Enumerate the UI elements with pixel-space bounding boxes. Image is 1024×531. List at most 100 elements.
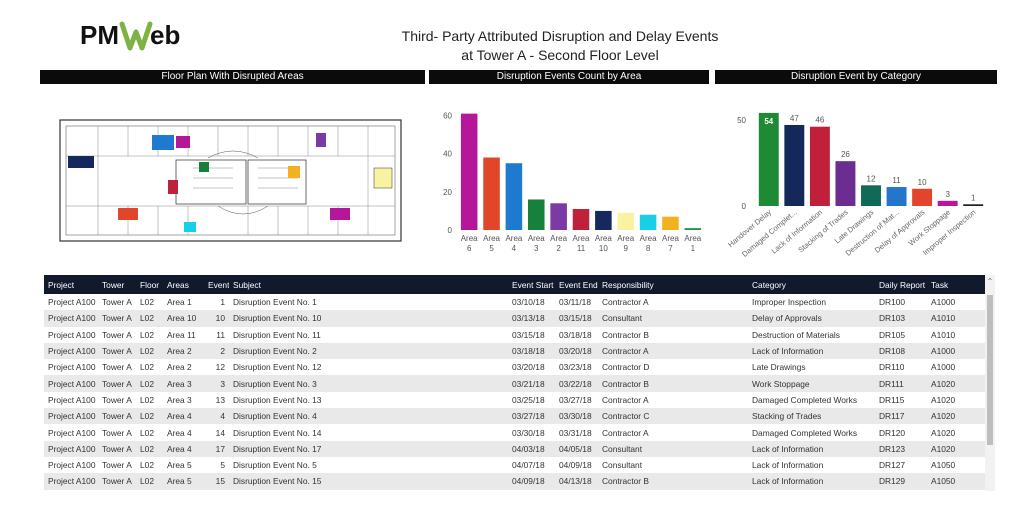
- table-row[interactable]: Project A100 Tower A L02 Area 10 10 Disruptio…: [44, 310, 985, 327]
- events-by-area-chart[interactable]: 0204060Area6Area5Area4Area3Area2Area11Ar…: [428, 100, 712, 265]
- x-tick-label: Area: [595, 234, 612, 243]
- table-cell: Tower A: [102, 313, 132, 324]
- table-cell: Area 4: [167, 427, 192, 438]
- col-header-daily-report[interactable]: Daily Report: [879, 279, 926, 290]
- table-cell: DR129: [879, 476, 906, 487]
- x-tick-label: Area: [617, 234, 634, 243]
- bar-category: [963, 204, 984, 206]
- report-title-line2: at Tower A - Second Floor Level: [461, 47, 659, 63]
- table-row[interactable]: Project A100 Tower A L02 Area 3 13 Disruption…: [44, 391, 985, 409]
- table-row[interactable]: Project A100 Tower A L02 Area 4 14 Disruption…: [44, 424, 985, 441]
- report-title-line1: Third- Party Attributed Disruption and D…: [401, 28, 719, 44]
- table-row[interactable]: Project A100 Tower A L02 Area 5 5 Disruption …: [44, 456, 985, 474]
- y-tick-label: 0: [742, 202, 747, 211]
- area-highlight-purple: [316, 133, 326, 147]
- x-tick-label: 11: [577, 244, 586, 253]
- table-cell: A1050: [931, 476, 956, 487]
- pmweb-logo: PM eb: [80, 20, 180, 51]
- table-cell: 03/15/18: [559, 313, 592, 324]
- table-cell: DR111: [879, 378, 904, 389]
- table-cell: Project A100: [48, 297, 96, 308]
- report-title: Third- Party Attributed Disruption and D…: [380, 27, 740, 65]
- table-cell: 17: [215, 443, 225, 454]
- x-tick-label: 2: [556, 244, 561, 253]
- table-row[interactable]: Project A100 Tower A L02 Area 4 17 Disruption…: [44, 440, 985, 457]
- table-cell: 04/09/18: [559, 460, 592, 471]
- table-cell: Area 3: [167, 378, 192, 389]
- table-cell: 03/25/18: [512, 394, 545, 405]
- table-cell: Area 5: [167, 460, 192, 471]
- table-cell: Area 4: [167, 443, 192, 454]
- data-label: 1: [971, 193, 976, 202]
- floor-plan-header: Floor Plan With Disrupted Areas: [40, 70, 425, 84]
- table-cell: Area 10: [167, 313, 197, 324]
- bar-category: [912, 188, 933, 206]
- table-row[interactable]: Project A100 Tower A L02 Area 1 1 Disruption …: [44, 294, 985, 311]
- floor-plan-image[interactable]: [58, 118, 403, 243]
- bar-area-8: [639, 214, 657, 230]
- table-row[interactable]: Project A100 Tower A L02 Area 2 2 Disruption …: [44, 342, 985, 360]
- bar-category: [809, 126, 830, 206]
- table-cell: 04/13/18: [559, 476, 592, 487]
- col-header-tower[interactable]: Tower: [102, 279, 125, 290]
- scroll-thumb[interactable]: [987, 295, 993, 445]
- col-header-responsibility[interactable]: Responsibility: [602, 279, 654, 290]
- x-tick-label: 4: [512, 244, 517, 253]
- col-header-task[interactable]: Task: [931, 279, 949, 290]
- table-header-row: Project Tower Floor Areas Event Subject …: [44, 275, 985, 294]
- table-cell: A1020: [931, 427, 956, 438]
- table-cell: DR110: [879, 362, 905, 373]
- x-tick-label: Area: [640, 234, 657, 243]
- scroll-up-icon[interactable]: ⌃: [986, 277, 994, 286]
- table-row[interactable]: Project A100 Tower A L02 Area 2 12 Disruption…: [44, 359, 985, 376]
- table-cell: Project A100: [48, 394, 96, 405]
- col-header-category[interactable]: Category: [752, 279, 786, 290]
- area-highlight-magenta: [176, 136, 190, 148]
- x-tick-label: 3: [534, 244, 539, 253]
- table-cell: 03/30/18: [559, 411, 592, 422]
- col-header-event-end[interactable]: Event End: [559, 279, 598, 290]
- data-label: 26: [841, 150, 850, 159]
- y-tick-label: 20: [443, 188, 452, 197]
- table-cell: Area 3: [167, 394, 192, 405]
- table-cell: 03/15/18: [512, 329, 545, 340]
- col-header-areas[interactable]: Areas: [167, 279, 189, 290]
- table-cell: Stacking of Trades: [752, 411, 822, 422]
- table-cell: 03/13/18: [512, 313, 545, 324]
- table-cell: Lack of Information: [752, 460, 824, 471]
- events-table[interactable]: Project Tower Floor Areas Event Subject …: [44, 275, 985, 491]
- area-highlight-green: [199, 162, 209, 172]
- data-label: 10: [918, 178, 927, 187]
- table-scrollbar[interactable]: ⌃: [985, 275, 995, 491]
- table-cell: 03/27/18: [559, 394, 592, 405]
- col-header-project[interactable]: Project: [48, 279, 75, 290]
- x-tick-label: Area: [573, 234, 590, 243]
- table-row[interactable]: Project A100 Tower A L02 Area 11 11 Disruptio…: [44, 326, 985, 343]
- table-cell: Tower A: [102, 362, 132, 373]
- table-row[interactable]: Project A100 Tower A L02 Area 5 15 Disruption…: [44, 473, 985, 490]
- table-cell: L02: [140, 297, 154, 308]
- table-cell: 15: [215, 476, 225, 487]
- table-cell: 03/20/18: [512, 362, 545, 373]
- col-header-subject[interactable]: Subject: [233, 279, 261, 290]
- col-header-event[interactable]: Event: [208, 279, 229, 290]
- area-highlight-blue: [152, 135, 174, 150]
- table-cell: 1: [220, 297, 225, 308]
- table-cell: Tower A: [102, 378, 132, 389]
- table-row[interactable]: Project A100 Tower A L02 Area 4 4 Disruption …: [44, 408, 985, 425]
- col-header-event-start[interactable]: Event Start: [512, 279, 554, 290]
- table-cell: Disruption Event No. 5: [233, 460, 317, 471]
- table-cell: L02: [140, 394, 154, 405]
- table-cell: Project A100: [48, 378, 96, 389]
- table-row[interactable]: Project A100 Tower A L02 Area 3 3 Disruption …: [44, 375, 985, 392]
- table-cell: A1050: [931, 460, 956, 471]
- table-cell: Lack of Information: [752, 346, 824, 357]
- table-cell: DR103: [879, 313, 906, 324]
- col-header-floor[interactable]: Floor: [140, 279, 160, 290]
- table-cell: Disruption Event No. 3: [233, 378, 317, 389]
- data-label: 12: [867, 174, 876, 183]
- area-highlight-lightyellow: [373, 167, 393, 189]
- table-cell: Area 4: [167, 411, 192, 422]
- x-tick-label: Area: [528, 234, 545, 243]
